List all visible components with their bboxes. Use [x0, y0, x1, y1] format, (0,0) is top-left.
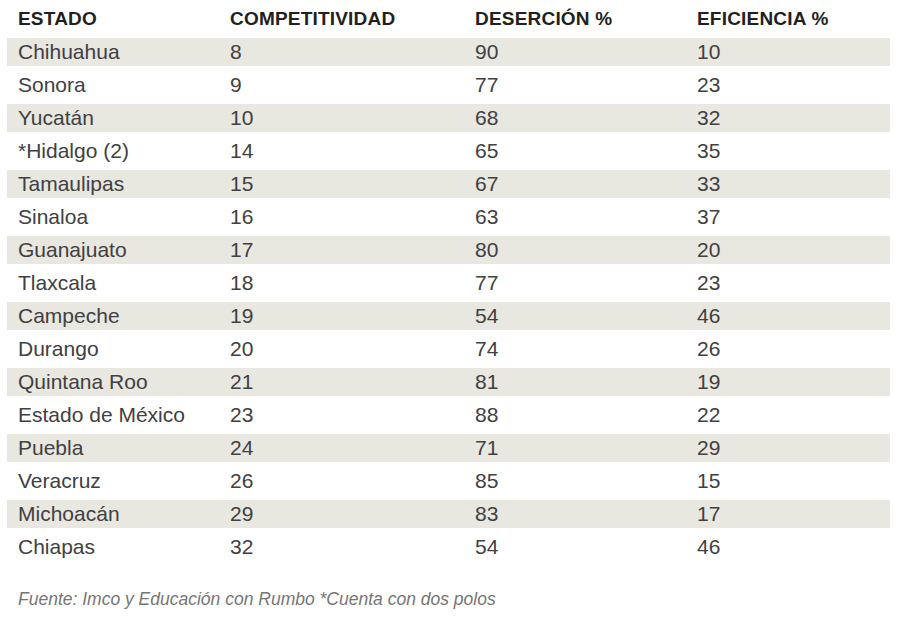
- table-row: *Hidalgo (2)146535: [7, 137, 890, 165]
- cell-desercion: 77: [464, 269, 686, 297]
- cell-competitividad: 15: [219, 170, 464, 198]
- cell-competitividad: 26: [219, 467, 464, 495]
- table-row: Tamaulipas156733: [7, 170, 890, 198]
- cell-eficiencia: 23: [686, 71, 890, 99]
- cell-desercion: 85: [464, 467, 686, 495]
- cell-eficiencia: 26: [686, 335, 890, 363]
- cell-desercion: 77: [464, 71, 686, 99]
- table-wrapper: ESTADO COMPETITIVIDAD DESERCIÓN % EFICIE…: [0, 0, 905, 610]
- column-header-desercion: DESERCIÓN %: [464, 7, 686, 33]
- cell-estado: Chihuahua: [7, 38, 219, 66]
- cell-eficiencia: 19: [686, 368, 890, 396]
- table-row: Quintana Roo218119: [7, 368, 890, 396]
- cell-desercion: 88: [464, 401, 686, 429]
- cell-desercion: 65: [464, 137, 686, 165]
- cell-eficiencia: 37: [686, 203, 890, 231]
- cell-competitividad: 8: [219, 38, 464, 66]
- cell-eficiencia: 46: [686, 533, 890, 561]
- cell-desercion: 54: [464, 533, 686, 561]
- cell-competitividad: 24: [219, 434, 464, 462]
- cell-estado: Puebla: [7, 434, 219, 462]
- table-row: Durango207426: [7, 335, 890, 363]
- cell-eficiencia: 23: [686, 269, 890, 297]
- cell-eficiencia: 20: [686, 236, 890, 264]
- cell-estado: Veracruz: [7, 467, 219, 495]
- cell-estado: Quintana Roo: [7, 368, 219, 396]
- table-row: Sonora97723: [7, 71, 890, 99]
- cell-competitividad: 10: [219, 104, 464, 132]
- cell-eficiencia: 10: [686, 38, 890, 66]
- cell-competitividad: 23: [219, 401, 464, 429]
- cell-desercion: 81: [464, 368, 686, 396]
- cell-desercion: 68: [464, 104, 686, 132]
- cell-competitividad: 18: [219, 269, 464, 297]
- cell-competitividad: 17: [219, 236, 464, 264]
- table-row: Guanajuato178020: [7, 236, 890, 264]
- table-row: Yucatán106832: [7, 104, 890, 132]
- cell-estado: Guanajuato: [7, 236, 219, 264]
- cell-estado: Durango: [7, 335, 219, 363]
- cell-eficiencia: 33: [686, 170, 890, 198]
- cell-competitividad: 20: [219, 335, 464, 363]
- cell-estado: *Hidalgo (2): [7, 137, 219, 165]
- cell-competitividad: 32: [219, 533, 464, 561]
- table-row: Chihuahua89010: [7, 38, 890, 66]
- cell-estado: Sinaloa: [7, 203, 219, 231]
- table-row: Michoacán298317: [7, 500, 890, 528]
- cell-desercion: 90: [464, 38, 686, 66]
- table-row: Tlaxcala187723: [7, 269, 890, 297]
- cell-estado: Campeche: [7, 302, 219, 330]
- table-row: Campeche195446: [7, 302, 890, 330]
- cell-estado: Tlaxcala: [7, 269, 219, 297]
- source-note: Fuente: Imco y Educación con Rumbo *Cuen…: [18, 589, 890, 610]
- cell-eficiencia: 35: [686, 137, 890, 165]
- cell-eficiencia: 22: [686, 401, 890, 429]
- cell-estado: Estado de México: [7, 401, 219, 429]
- table-row: Estado de México238822: [7, 401, 890, 429]
- cell-estado: Sonora: [7, 71, 219, 99]
- states-table: ESTADO COMPETITIVIDAD DESERCIÓN % EFICIE…: [7, 2, 890, 566]
- cell-eficiencia: 15: [686, 467, 890, 495]
- cell-eficiencia: 29: [686, 434, 890, 462]
- cell-eficiencia: 17: [686, 500, 890, 528]
- column-header-eficiencia: EFICIENCIA %: [686, 7, 890, 33]
- cell-competitividad: 21: [219, 368, 464, 396]
- cell-estado: Yucatán: [7, 104, 219, 132]
- cell-estado: Tamaulipas: [7, 170, 219, 198]
- cell-competitividad: 9: [219, 71, 464, 99]
- cell-desercion: 63: [464, 203, 686, 231]
- cell-desercion: 83: [464, 500, 686, 528]
- cell-competitividad: 16: [219, 203, 464, 231]
- cell-eficiencia: 32: [686, 104, 890, 132]
- cell-estado: Chiapas: [7, 533, 219, 561]
- cell-competitividad: 14: [219, 137, 464, 165]
- cell-desercion: 80: [464, 236, 686, 264]
- cell-eficiencia: 46: [686, 302, 890, 330]
- column-header-estado: ESTADO: [7, 7, 219, 33]
- column-header-competitividad: COMPETITIVIDAD: [219, 7, 464, 33]
- table-row: Veracruz268515: [7, 467, 890, 495]
- cell-competitividad: 29: [219, 500, 464, 528]
- table-row: Chiapas325446: [7, 533, 890, 561]
- cell-estado: Michoacán: [7, 500, 219, 528]
- table-header-row: ESTADO COMPETITIVIDAD DESERCIÓN % EFICIE…: [7, 7, 890, 33]
- cell-desercion: 67: [464, 170, 686, 198]
- cell-desercion: 74: [464, 335, 686, 363]
- cell-competitividad: 19: [219, 302, 464, 330]
- cell-desercion: 54: [464, 302, 686, 330]
- table-row: Sinaloa166337: [7, 203, 890, 231]
- table-row: Puebla247129: [7, 434, 890, 462]
- cell-desercion: 71: [464, 434, 686, 462]
